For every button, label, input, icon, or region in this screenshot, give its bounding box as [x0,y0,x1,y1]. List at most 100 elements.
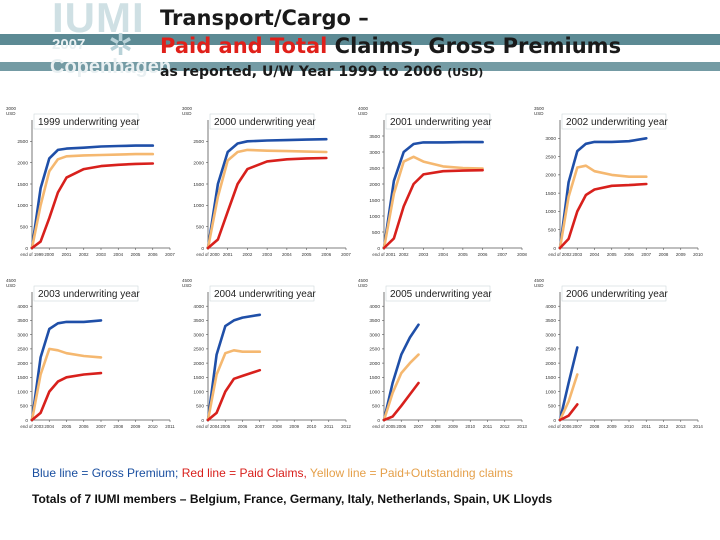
y-tick-label: 3500 [17,318,28,324]
y-tick-label: 2500 [193,139,204,145]
y-tick-label: 2500 [17,139,28,145]
y-tick-label: 3500 [193,318,204,324]
x-tick-label: 2004 [282,252,292,257]
x-tick-label: end of 2001 [372,252,396,257]
y-tick-label: 1500 [17,375,28,381]
paid-claims-line [206,368,262,422]
x-tick-label: 2005 [607,252,617,257]
x-tick-label: 2011 [483,424,493,429]
outstanding-claims-line [558,373,579,422]
premium-line [206,137,328,250]
y-tick-label: 2000 [193,361,204,367]
x-tick-label: end of 2002 [548,252,572,257]
x-tick-label: 2012 [341,424,351,429]
y-tick-label: 3500 [369,318,380,324]
paid-claims-line [558,403,579,422]
outstanding-claims-line [382,155,484,250]
y-tick-label: 500 [548,404,556,410]
chart-title: 2002 underwriting year [566,117,668,128]
x-tick-label: 2009 [676,252,686,257]
y-tick-label: 2500 [193,347,204,353]
chart-title: 2000 underwriting year [214,117,316,128]
y-tick-label: 2000 [17,361,28,367]
x-tick-label: 2004 [44,424,54,429]
x-tick-label: end of 2000 [196,252,220,257]
premium-line [30,319,103,422]
premium-line [382,323,420,422]
x-tick-label: 2005 [302,252,312,257]
x-tick-label: 2001 [62,252,72,257]
x-tick-label: 2007 [255,424,265,429]
paid-claims-line [558,182,648,250]
paid-claims-line [30,162,155,250]
x-tick-label: 2004 [438,252,448,257]
x-tick-label: 2005 [458,252,468,257]
page-title-line1: Transport/Cargo – [160,6,369,30]
x-tick-label: 2004 [590,252,600,257]
paid-claims-line [206,156,328,250]
y-tick-label: 2500 [17,347,28,353]
premium-line [206,313,262,422]
x-tick-label: 2014 [693,424,703,429]
x-tick-label: 2005 [131,252,141,257]
chart-title-box [385,113,491,130]
y-top-label: 4500 [358,278,369,283]
y-tick-label: 1000 [193,389,204,395]
chart-title: 2003 underwriting year [38,289,140,300]
legend-red: Red line = Paid Claims, [181,466,307,480]
chart-title: 1999 underwriting year [38,117,140,128]
y-tick-label: 2000 [545,173,556,179]
y-tick-label: 1500 [193,375,204,381]
y-top-label: 3000 [182,106,193,111]
x-tick-label: 2009 [448,424,458,429]
y-tick-label: 1500 [193,182,204,188]
y-tick-label: 4000 [545,304,556,310]
y-top-label: 3000 [6,106,17,111]
x-tick-label: 2008 [113,424,123,429]
x-tick-label: 2007 [414,424,424,429]
x-tick-label: end of 2003 [20,424,44,429]
y-tick-label: 1000 [17,389,28,395]
x-tick-label: 2002 [399,252,409,257]
paid-claims-line [30,371,103,422]
y-tick-label: 3500 [545,318,556,324]
page-title-line2: Paid and Total Claims, Gross Premiums [160,34,621,58]
x-tick-label: 2006 [148,252,158,257]
outstanding-claims-line [206,148,328,250]
y-unit-label: USD [6,111,16,116]
outstanding-claims-line [30,152,155,250]
title-rest: Claims, Gross Premiums [327,34,622,58]
x-tick-label: 2005 [220,424,230,429]
legend-yellow: Yellow line = Paid+Outstanding claims [309,466,513,480]
snowflake-icon: ✲ [108,29,134,62]
y-tick-label: 500 [196,224,204,230]
paid-claims-line [382,381,420,422]
x-tick-label: 2001 [223,252,233,257]
y-tick-label: 1000 [369,389,380,395]
y-unit-label: USD [358,283,368,288]
y-top-label: 3500 [534,106,545,111]
y-tick-label: 3500 [369,134,380,140]
x-tick-label: 2011 [642,424,652,429]
y-tick-label: 0 [201,418,204,424]
logo-text-city: Copenhagen [50,56,172,78]
y-tick-label: 500 [196,404,204,410]
y-unit-label: USD [358,111,368,116]
x-tick-label: 2007 [341,252,351,257]
x-tick-label: 2008 [517,252,527,257]
totals-footnote: Totals of 7 IUMI members – Belgium, Fran… [32,492,553,506]
y-tick-label: 0 [377,418,380,424]
x-tick-label: end of 2006 [548,424,572,429]
y-tick-label: 3000 [545,136,556,142]
x-tick-label: 2010 [307,424,317,429]
y-tick-label: 500 [20,404,28,410]
y-unit-label: USD [182,283,192,288]
y-top-label: 4000 [358,106,369,111]
y-tick-label: 500 [372,404,380,410]
